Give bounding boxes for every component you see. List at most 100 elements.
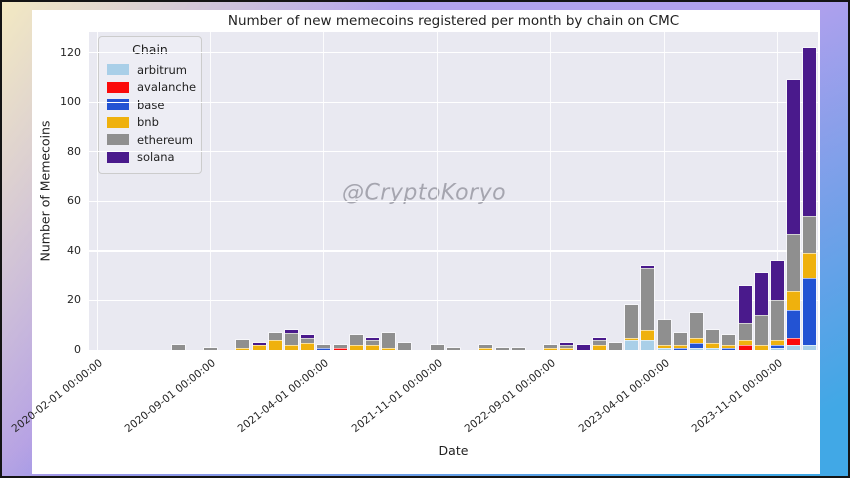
bar-segment-solana	[754, 273, 768, 316]
legend-item-bnb: bnb	[107, 114, 193, 132]
bar-segment-bnb	[673, 345, 687, 348]
x-tick-label: 2021-11-01 00:00:00	[349, 357, 445, 436]
bar-segment-arbitrum	[803, 345, 817, 350]
y-tick-label: 100	[60, 95, 81, 109]
bar-segment-bnb	[803, 253, 817, 279]
bar-segment-arbitrum	[641, 340, 655, 350]
bar-segment-solana	[803, 47, 817, 217]
bar-segment-ethereum	[317, 345, 331, 348]
bar-segment-ethereum	[447, 347, 460, 350]
gridline-v	[436, 32, 438, 350]
x-tick-label: 2023-11-01 00:00:00	[689, 357, 785, 436]
bar-segment-solana	[641, 265, 655, 269]
bar-segment-bnb	[690, 337, 703, 343]
bar-segment-bnb	[754, 345, 768, 350]
legend-swatch-arbitrum	[107, 64, 129, 76]
bar-segment-arbitrum	[771, 347, 784, 350]
bar-segment-ethereum	[204, 347, 217, 350]
x-tick-label: 2022-09-01 00:00:00	[462, 357, 559, 436]
legend-item-avalanche: avalanche	[107, 79, 197, 97]
y-tick-label: 20	[67, 293, 81, 307]
bar-segment-bnb	[738, 340, 752, 346]
bar-segment-bnb	[285, 345, 298, 350]
legend-item-base: base	[107, 96, 193, 114]
y-tick-label: 0	[74, 343, 81, 356]
bar-segment-ethereum	[738, 322, 752, 341]
bar-segment-ethereum	[771, 300, 784, 341]
legend-swatch-base	[107, 99, 129, 111]
gridline-h	[89, 151, 818, 153]
legend-label: bnb	[137, 115, 159, 130]
bar-segment-arbitrum	[625, 340, 639, 350]
chart-title: Number of new memecoins registered per m…	[227, 13, 680, 29]
bar-segment-ethereum	[382, 332, 396, 348]
bar-segment-base	[803, 278, 817, 346]
bar-segment-solana	[285, 330, 298, 333]
bar-segment-bnb	[236, 347, 250, 350]
x-tick-label: 2021-04-01 00:00:00	[236, 357, 332, 436]
bar-segment-base	[690, 342, 703, 348]
bar-segment-ethereum	[641, 268, 655, 331]
bar-segment-avalanche	[333, 347, 347, 350]
bar-segment-solana	[301, 335, 315, 338]
gridline-v	[550, 32, 552, 350]
bar-segment-solana	[252, 342, 266, 346]
gridline-h	[89, 250, 818, 252]
bar-segment-ethereum	[706, 330, 720, 343]
gridline-h	[89, 200, 818, 202]
gridline-h	[89, 299, 818, 302]
bar-segment-ethereum	[268, 332, 282, 341]
bar-segment-ethereum	[495, 347, 509, 350]
bar-segment-ethereum	[511, 347, 525, 350]
bar-segment-bnb	[252, 345, 266, 350]
bar-segment-base	[722, 347, 736, 350]
legend-label: arbitrum	[137, 62, 187, 77]
bar-segment-base	[771, 345, 784, 348]
legend-item-arbitrum: arbitrum	[107, 61, 193, 79]
bar-segment-ethereum	[803, 216, 817, 254]
bar-segment-bnb	[301, 342, 315, 350]
bar-segment-ethereum	[430, 345, 444, 350]
bar-segment-ethereum	[657, 320, 671, 346]
x-tick-label: 2023-04-01 00:00:00	[576, 357, 672, 436]
y-tick-label: 40	[67, 243, 81, 257]
legend-swatch-ethereum	[107, 134, 129, 146]
x-tick-label: 2020-02-01 00:00:00	[9, 357, 105, 436]
bar-segment-avalanche	[787, 337, 801, 346]
bar-segment-ethereum	[592, 340, 606, 346]
gridline-v	[209, 32, 212, 350]
bar-segment-bnb	[657, 345, 671, 348]
bar-segment-ethereum	[754, 315, 768, 346]
bar-segment-bnb	[706, 342, 720, 348]
bar-segment-ethereum	[690, 312, 703, 338]
bar-segment-solana	[771, 260, 784, 301]
gridline-h	[89, 101, 818, 103]
bar-segment-bnb	[641, 330, 655, 341]
bar-segment-bnb	[366, 345, 379, 350]
y-tick-label: 120	[60, 45, 81, 59]
gridline-v	[776, 32, 779, 350]
bar-segment-ethereum	[544, 345, 558, 348]
legend-label: avalanche	[137, 80, 197, 95]
bar-segment-bnb	[592, 345, 606, 350]
legend-swatch-bnb	[107, 116, 129, 128]
bar-segment-arbitrum	[657, 347, 671, 350]
bar-segment-solana	[560, 342, 574, 346]
legend: Chain arbitrum avalanche base bnb ethereum so…	[98, 36, 202, 174]
bar-segment-ethereum	[349, 335, 363, 346]
bar-segment-bnb	[544, 347, 558, 350]
gridline-v	[323, 32, 325, 350]
bar-segment-base	[787, 310, 801, 338]
bar-segment-bnb	[479, 347, 493, 350]
bar-segment-solana	[576, 345, 590, 350]
bar-segment-arbitrum	[706, 347, 720, 350]
bar-segment-ethereum	[560, 345, 574, 348]
y-tick-label: 60	[67, 194, 81, 208]
legend-item-solana: solana	[107, 149, 193, 167]
bar-segment-ethereum	[333, 345, 347, 348]
bar-segment-ethereum	[787, 233, 801, 291]
bar-segment-ethereum	[236, 340, 250, 348]
bar-segment-bnb	[722, 345, 736, 348]
bar-segment-solana	[366, 337, 379, 341]
bar-segment-bnb	[268, 340, 282, 350]
